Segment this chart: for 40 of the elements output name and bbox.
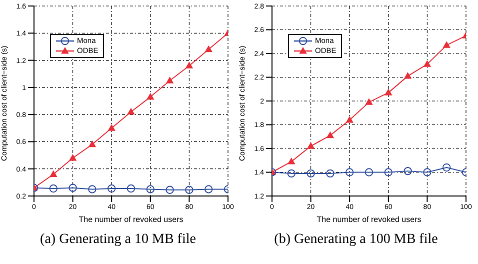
- text: (a) Generating a 10 MB file: [39, 232, 197, 248]
- point: [69, 154, 76, 161]
- point: [186, 62, 193, 68]
- point: [128, 108, 134, 115]
- point: [68, 184, 77, 192]
- point: [88, 185, 96, 194]
- point: [346, 116, 354, 123]
- point: [306, 169, 315, 178]
- point: [288, 158, 295, 164]
- point: [50, 170, 57, 177]
- point: [404, 72, 412, 79]
- x-axis-title: The number of revoked users: [316, 215, 422, 224]
- point: [146, 93, 154, 100]
- point: [384, 168, 392, 176]
- point: [108, 124, 116, 131]
- point: [326, 169, 334, 178]
- point: [307, 142, 314, 149]
- point: [346, 168, 354, 176]
- point: [88, 140, 96, 148]
- point: [404, 166, 412, 176]
- point: [364, 168, 374, 176]
- point: [146, 185, 154, 194]
- point: [166, 77, 174, 84]
- point: [126, 184, 136, 193]
- point: [49, 184, 58, 193]
- point: [423, 168, 432, 176]
- point: [326, 132, 334, 138]
- text: (b) Generating a 100 MB file: [273, 232, 439, 248]
- point: [205, 46, 212, 52]
- point: [442, 163, 451, 172]
- point: [366, 98, 372, 105]
- point: [424, 60, 431, 67]
- x-axis-title: The number of revoked users: [78, 215, 184, 224]
- point: [108, 184, 116, 193]
- point: [204, 185, 213, 194]
- point: [185, 186, 194, 194]
- point: [287, 169, 296, 178]
- point: [443, 42, 450, 48]
- point: [384, 89, 392, 96]
- point: [166, 186, 174, 194]
